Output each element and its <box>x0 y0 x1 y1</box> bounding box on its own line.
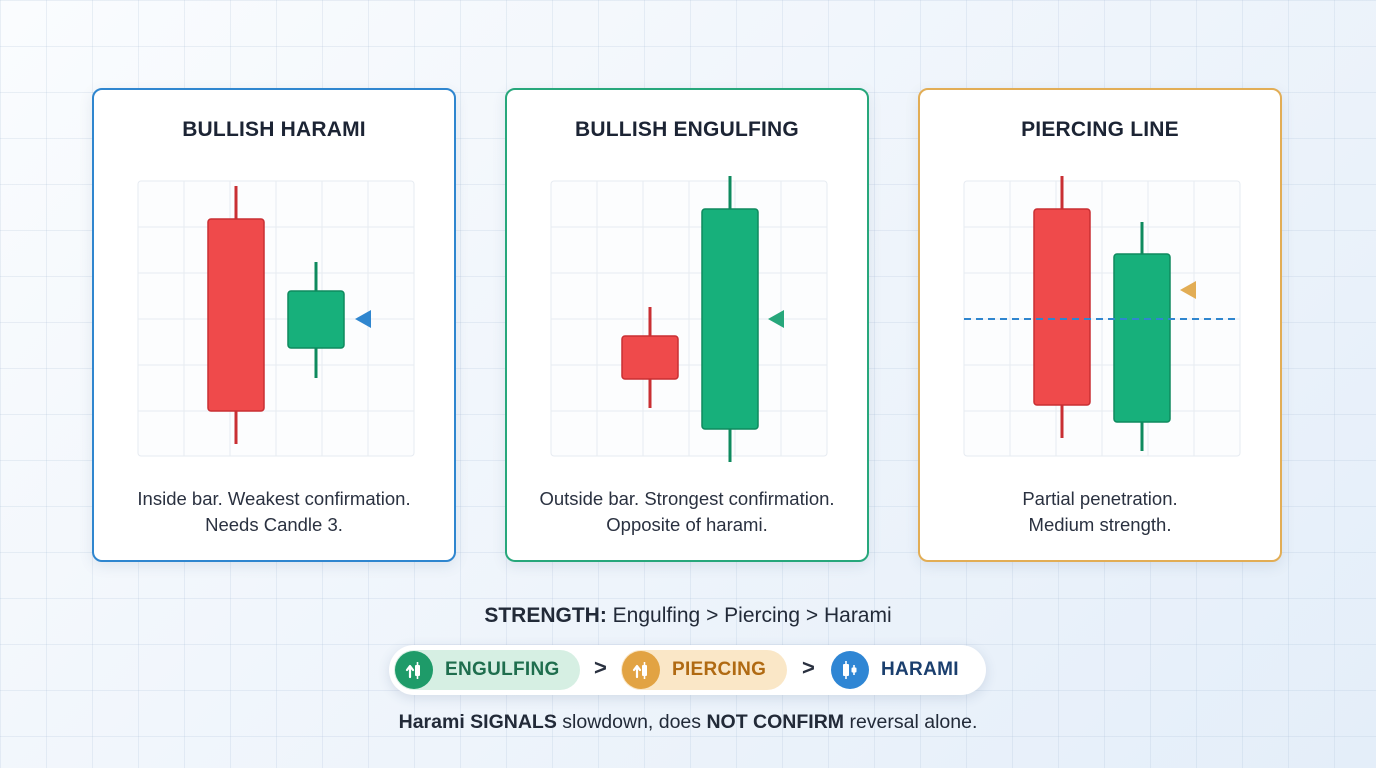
footer-note: Harami SIGNALS slowdown, does NOT CONFIR… <box>0 711 1376 734</box>
strength-summary: STRENGTH: Engulfing > Piercing > Harami <box>0 604 1376 628</box>
bullish-candle <box>701 176 759 462</box>
arrow-left-icon <box>355 310 400 328</box>
harami-chart <box>137 180 415 457</box>
chart-grid <box>137 180 415 457</box>
candlestick-icon <box>831 651 869 689</box>
footer-part: reversal alone. <box>849 711 978 733</box>
footer-part: Harami <box>398 711 465 733</box>
ranking-label: ENGULFING <box>445 659 560 680</box>
card-description: Partial penetration. Medium strength. <box>920 486 1280 538</box>
footer-part: slowdown, does <box>562 711 702 733</box>
bullish-candle <box>287 262 345 378</box>
footer-part: NOT CONFIRM <box>706 711 845 733</box>
bearish-candle <box>1033 176 1091 438</box>
bearish-candle <box>621 307 679 408</box>
ranking-item-piercing: PIERCING <box>621 650 787 690</box>
card-bullish-harami: BULLISH HARAMI Inside bar. Weakest confi… <box>92 88 456 562</box>
ranking-item-harami: HARAMI <box>830 650 975 690</box>
bullish-arrow-icon <box>395 651 433 689</box>
ranking-label: PIERCING <box>672 659 767 680</box>
bullish-candle <box>1113 222 1171 451</box>
card-description-line: Outside bar. Strongest confirmation. <box>539 488 835 509</box>
card-title: BULLISH ENGULFING <box>575 118 799 141</box>
ranking-bar: ENGULFING > PIERCING > HARAMI <box>389 645 986 695</box>
bearish-candle <box>207 186 265 444</box>
ranking-separator: > <box>594 655 607 680</box>
ranking-item-engulfing: ENGULFING <box>394 650 580 690</box>
piercing-chart <box>963 176 1241 457</box>
arrow-left-icon <box>1180 281 1224 299</box>
card-description-line: Medium strength. <box>1028 514 1172 535</box>
card-title: BULLISH HARAMI <box>182 118 366 141</box>
bullish-arrow-icon <box>622 651 660 689</box>
ranking-separator: > <box>802 655 815 680</box>
strength-label: STRENGTH: <box>484 604 607 627</box>
arrow-left-icon <box>768 310 813 328</box>
card-piercing-line: PIERCING LINE Partial penetration. Mediu… <box>918 88 1282 562</box>
card-description: Outside bar. Strongest confirmation. Opp… <box>507 486 867 538</box>
card-description: Inside bar. Weakest confirmation. Needs … <box>94 486 454 538</box>
card-title: PIERCING LINE <box>1021 118 1179 141</box>
strength-text: Engulfing > Piercing > Harami <box>612 604 892 627</box>
card-description-line: Partial penetration. <box>1022 488 1178 509</box>
card-description-line: Needs Candle 3. <box>205 514 343 535</box>
card-bullish-engulfing: BULLISH ENGULFING Outside bar. Strongest… <box>505 88 869 562</box>
card-description-line: Opposite of harami. <box>606 514 768 535</box>
ranking-label: HARAMI <box>881 659 959 680</box>
engulfing-chart <box>550 176 828 462</box>
footer-part: SIGNALS <box>470 711 557 733</box>
card-description-line: Inside bar. Weakest confirmation. <box>137 488 411 509</box>
